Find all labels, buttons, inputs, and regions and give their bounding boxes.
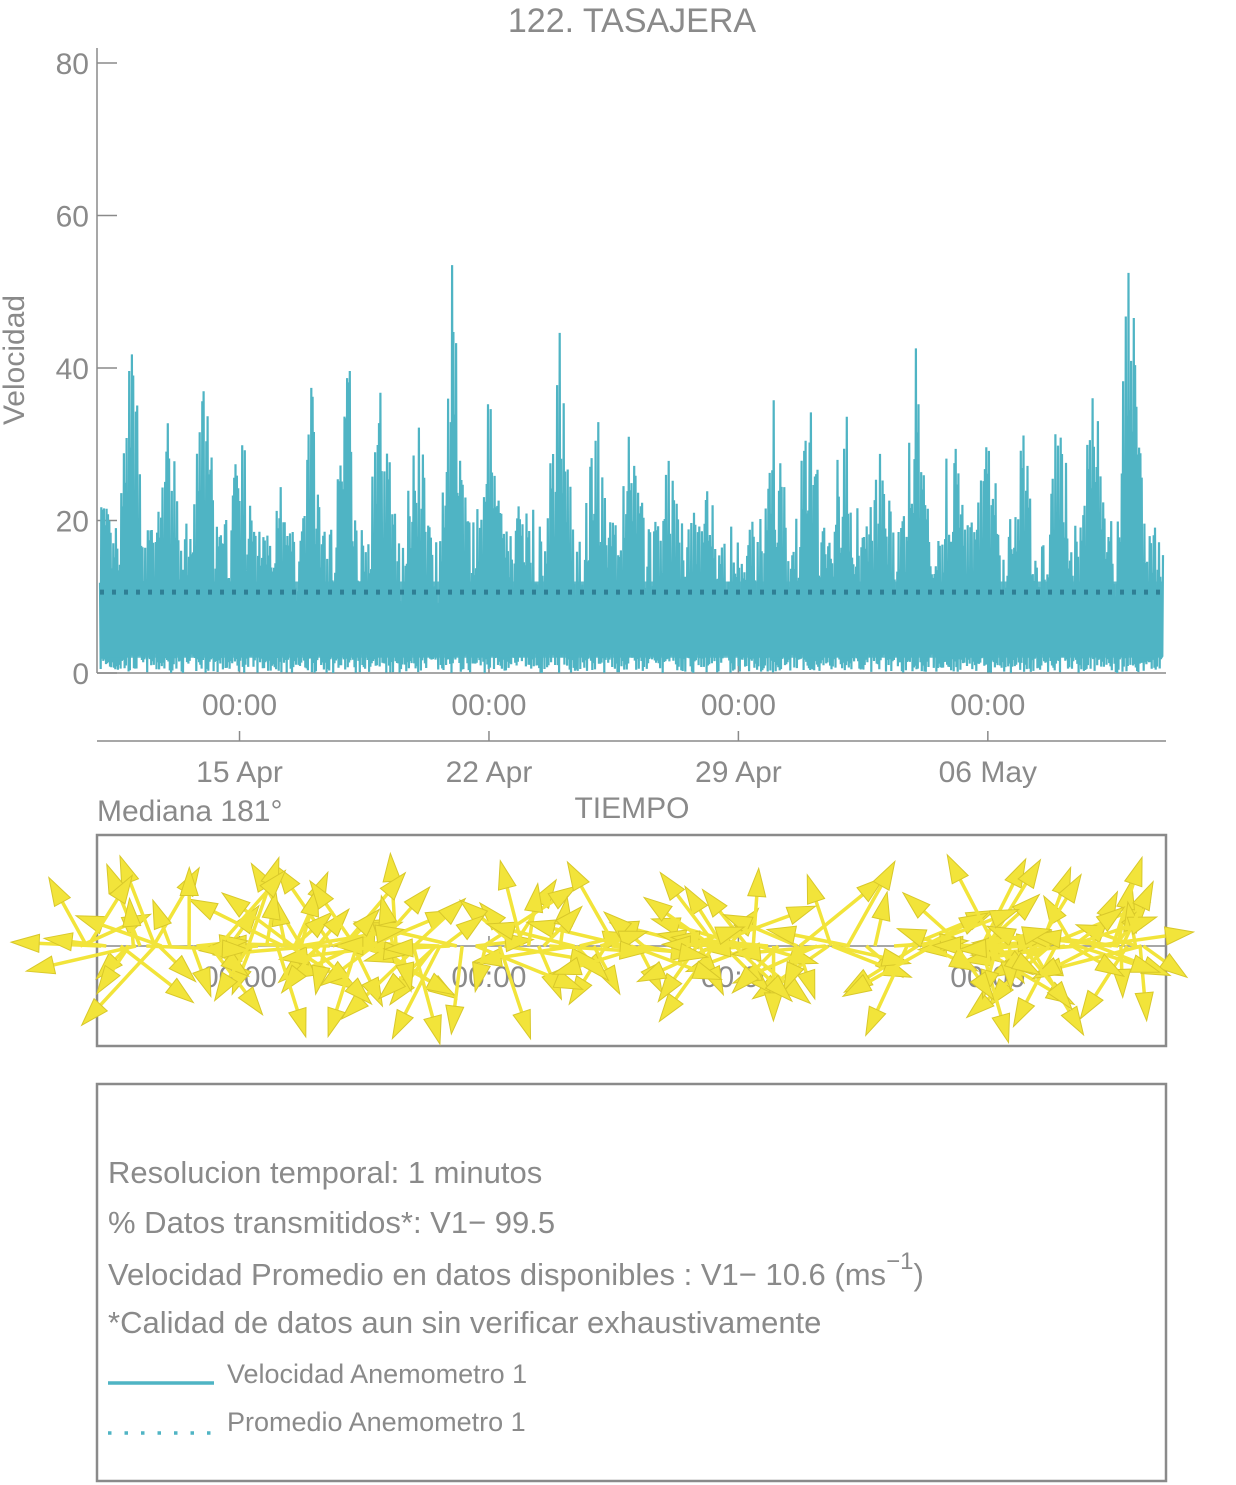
direction-arrow: [24, 944, 137, 975]
x-tick-time-label: 00:00: [202, 689, 277, 722]
direction-arrow: [524, 881, 544, 947]
direction-arrow: [299, 924, 406, 948]
direction-arrow: [122, 896, 142, 947]
y-ticks: 0 20 40 60 80: [56, 48, 117, 691]
x-tick-time-label: 00:00: [701, 689, 776, 722]
x-tick-date-label: 22 Apr: [446, 756, 533, 789]
direction-arrow: [310, 944, 373, 1006]
x-ticks: 00:00 15 Apr 00:00 22 Apr 00:00 29 Apr 00:00 06…: [196, 653, 1037, 789]
info-quality-note: *Calidad de datos aun sin verificar exha…: [108, 1305, 821, 1340]
info-unit-close: ): [913, 1257, 923, 1292]
info-transmitted: % Datos transmitidos*: V1− 99.5: [108, 1205, 555, 1240]
direction-arrow: [806, 873, 833, 947]
direction-arrow: [157, 944, 197, 983]
direction-arrow: [1020, 944, 1073, 1011]
direction-arrow: [442, 914, 486, 948]
y-tick-label: 80: [56, 48, 89, 81]
direction-arrow: [190, 945, 212, 999]
direction-arrow: [383, 938, 450, 958]
direction-arrow: [412, 897, 467, 948]
direction-arrow: [445, 945, 465, 1036]
direction-arrow: [1142, 944, 1189, 979]
direction-arrow: [542, 905, 583, 948]
direction-arrow: [311, 945, 331, 996]
direction-arrow: [209, 944, 264, 1016]
direction-arrow: [865, 945, 909, 1037]
info-average-text: Velocidad Promedio en datos disponibles …: [108, 1257, 886, 1292]
y-tick-label: 60: [56, 201, 89, 234]
direction-arrow: [1071, 944, 1126, 978]
y-tick-label: 0: [72, 658, 89, 691]
y-axis-label: Velocidad: [0, 295, 31, 425]
direction-arrow: [921, 908, 1021, 948]
direction-arrow: [179, 865, 199, 947]
direction-median-label: Mediana 181°: [97, 795, 282, 828]
direction-arrow: [965, 944, 1051, 1019]
y-tick-label: 40: [56, 353, 89, 386]
direction-arrow: [733, 944, 794, 1003]
x-tick-date-label: 06 May: [939, 756, 1037, 789]
chart-title: 122. TASAJERA: [508, 2, 757, 40]
x-tick-time-label: 00:00: [451, 689, 526, 722]
direction-arrow: [146, 939, 253, 959]
direction-arrow: [220, 892, 294, 948]
direction-arrow: [86, 873, 134, 947]
legend-mean-label: Promedio Anemometro 1: [227, 1407, 526, 1437]
speed-series: [98, 265, 1165, 674]
direction-arrow: [152, 898, 173, 947]
direction-arrow: [641, 942, 710, 962]
direction-arrow: [95, 945, 131, 996]
direction-arrow: [783, 945, 806, 993]
direction-arrow: [1120, 880, 1154, 947]
x-tick-date-label: 15 Apr: [196, 756, 283, 789]
direction-arrow: [946, 853, 997, 947]
direction-arrow: [485, 921, 574, 948]
info-unit-exponent: −1: [886, 1248, 913, 1275]
direction-arrow: [1093, 926, 1196, 948]
direction-arrow: [119, 944, 195, 1004]
direction-arrow: [497, 859, 524, 947]
y-tick-label: 20: [56, 506, 89, 539]
direction-arrow: [871, 890, 891, 947]
x-tick-time-label: 00:00: [950, 689, 1025, 722]
direction-arrow: [1077, 944, 1162, 973]
direction-arrow: [48, 876, 89, 947]
direction-arrow: [795, 945, 816, 1001]
x-tick-date-label: 29 Apr: [695, 756, 782, 789]
direction-arrow: [954, 944, 995, 1002]
direction-arrow: [217, 869, 287, 948]
direction-arrow: [261, 889, 281, 947]
direction-arrow: [551, 944, 647, 976]
x-axis-label: TIEMPO: [574, 792, 689, 825]
info-resolution: Resolucion temporal: 1 minutos: [108, 1155, 542, 1190]
direction-arrow: [187, 898, 284, 948]
direction-arrow: [685, 926, 746, 948]
direction-arrow: [213, 945, 251, 1002]
direction-arrow: [1111, 855, 1143, 947]
direction-arrow: [275, 945, 307, 1039]
direction-arrow: [80, 944, 157, 1027]
direction-arrow: [566, 860, 617, 947]
direction-arrow: [309, 879, 357, 947]
info-box: [95, 1082, 1168, 1483]
direction-arrows: [9, 851, 1196, 1046]
direction-arrow: [1112, 945, 1132, 999]
legend-speed-label: Velocidad Anemometro 1: [227, 1359, 527, 1389]
info-average: Velocidad Promedio en datos disponibles …: [108, 1248, 924, 1292]
direction-arrow: [845, 859, 896, 947]
direction-arrow: [411, 945, 442, 1046]
direction-arrow: [630, 944, 723, 981]
direction-arrow: [747, 866, 767, 947]
direction-arrow: [956, 938, 1026, 959]
direction-arrow: [765, 925, 851, 948]
direction-arrow: [475, 944, 585, 991]
